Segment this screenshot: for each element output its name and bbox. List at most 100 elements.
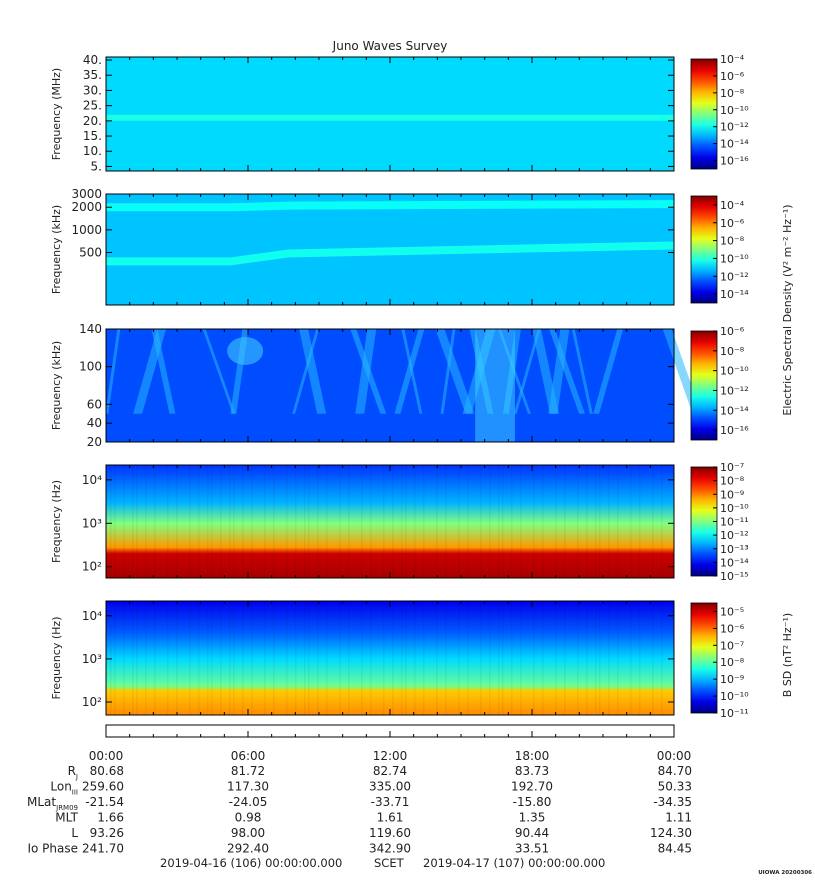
texture-streak [295, 601, 297, 715]
ephemeris-value: -33.71 [371, 795, 410, 809]
colorbar-tick-label: 10⁻¹⁰ [720, 502, 749, 515]
texture-streak [229, 465, 231, 578]
ephemeris-value: 84.45 [658, 842, 692, 856]
colorbar-4: 10⁻¹⁵10⁻¹⁴10⁻¹³10⁻¹²10⁻¹¹10⁻¹⁰10⁻⁹10⁻⁸10… [690, 461, 749, 583]
texture-streak [348, 601, 350, 715]
texture-streak [405, 601, 407, 715]
texture-streak [123, 601, 125, 715]
texture-streak [110, 601, 112, 715]
texture-streak [661, 601, 663, 715]
texture-streak [198, 465, 200, 578]
y-axis-label: Frequency (kHz) [50, 205, 63, 294]
ephemeris-label: RJ [68, 764, 78, 781]
texture-streak [123, 465, 125, 578]
texture-streak [286, 465, 288, 578]
texture-streak [542, 601, 544, 715]
ephemeris-label: L [71, 826, 78, 840]
y-axis-label: Frequency (Hz) [50, 480, 63, 563]
texture-streak [630, 465, 632, 578]
burst-streak [435, 329, 475, 414]
y-axis-label: Frequency (MHz) [50, 68, 63, 160]
texture-streak [595, 601, 597, 715]
texture-streak [198, 601, 200, 715]
colorbar-tick-label: 10⁻⁶ [720, 70, 745, 83]
texture-streak [520, 465, 522, 578]
electric-colorbar-label: Electric Spectral Density (V² m⁻² Hz⁻¹) [781, 204, 794, 415]
texture-streak [489, 465, 491, 578]
colorbar-tick-label: 10⁻⁷ [720, 639, 744, 652]
texture-streak [361, 465, 363, 578]
ephemeris-value: -34.35 [653, 795, 692, 809]
texture-streak [273, 465, 275, 578]
texture-streak [520, 601, 522, 715]
texture-streak [564, 601, 566, 715]
y-tick-label: 25. [83, 99, 102, 113]
texture-streak [423, 465, 425, 578]
texture-streak [114, 465, 116, 578]
y-tick-label: 100 [79, 360, 102, 374]
spectrogram-fill [106, 57, 674, 171]
texture-streak [361, 601, 363, 715]
burst-streak [105, 329, 121, 414]
texture-streak [370, 465, 372, 578]
burst-streak [202, 329, 236, 414]
colorbar-tick-label: 10⁻¹¹ [720, 707, 749, 720]
texture-streak [295, 465, 297, 578]
y-tick-label: 3000 [71, 187, 102, 201]
burst-streak [593, 329, 624, 414]
texture-streak [220, 465, 222, 578]
colorbar-tick-label: 10⁻¹⁴ [720, 404, 749, 417]
colorbar-tick-label: 10⁻¹⁴ [720, 288, 749, 301]
texture-streak [273, 601, 275, 715]
texture-streak [498, 465, 500, 578]
texture-streak [436, 601, 438, 715]
ephemeris-value: 192.70 [511, 780, 553, 794]
texture-streak [599, 465, 601, 578]
texture-streak [167, 601, 169, 715]
texture-streak [229, 601, 231, 715]
texture-streak [652, 465, 654, 578]
texture-streak [401, 465, 403, 578]
texture-streak [489, 601, 491, 715]
ephemeris-value: -15.80 [513, 795, 552, 809]
colorbar-2: 10⁻¹⁴ 10⁻¹² 10⁻¹⁰ 10⁻⁸ 10⁻⁶ 10⁻⁴ [690, 195, 749, 304]
texture-streak [595, 465, 597, 578]
texture-streak [348, 465, 350, 578]
texture-streak [414, 601, 416, 715]
texture-streak [564, 465, 566, 578]
burst-streak [571, 329, 593, 414]
burst-streak [133, 329, 167, 414]
y-tick-label: 15. [83, 129, 102, 143]
ephemeris-value: 335.00 [369, 780, 411, 794]
ephemeris-label: LonIII [50, 780, 78, 797]
ephemeris-value: 1.66 [97, 811, 124, 825]
texture-streak [502, 465, 504, 578]
colorbar-tick-label: 10⁻¹⁰ [720, 365, 749, 378]
texture-streak [608, 465, 610, 578]
ephemeris-value: 33.51 [515, 842, 549, 856]
ephemeris-label-sub: III [72, 789, 78, 797]
colorbar-tick-label: 10⁻¹² [720, 384, 749, 397]
texture-streak [467, 465, 469, 578]
texture-streak [370, 601, 372, 715]
texture-streak [233, 465, 235, 578]
colorbar-gradient [690, 58, 718, 170]
texture-streak [207, 465, 209, 578]
texture-streak [339, 601, 341, 715]
texture-streak [211, 465, 213, 578]
colorbar-tick-label: 10⁻¹⁰ [720, 690, 749, 703]
colorbar-5: 10⁻¹¹ 10⁻¹⁰ 10⁻⁹ 10⁻⁸ 10⁻⁷ 10⁻⁶ 10⁻⁵ [690, 602, 749, 720]
texture-streak [639, 465, 641, 578]
texture-streak [308, 601, 310, 715]
texture-streak [317, 601, 319, 715]
texture-streak [458, 465, 460, 578]
ephemeris-value: 93.26 [90, 826, 124, 840]
texture-streak [467, 601, 469, 715]
y-tick-label: 2000 [71, 200, 102, 214]
time-tick-label: 00:00 [657, 749, 692, 763]
texture-streak [423, 601, 425, 715]
y-tick-label: 10⁴ [82, 609, 102, 623]
colorbar-tick-label: 10⁻⁵ [720, 605, 744, 618]
colorbar-tick-label: 10⁻⁸ [720, 656, 745, 669]
spectrogram-fill [106, 465, 674, 578]
